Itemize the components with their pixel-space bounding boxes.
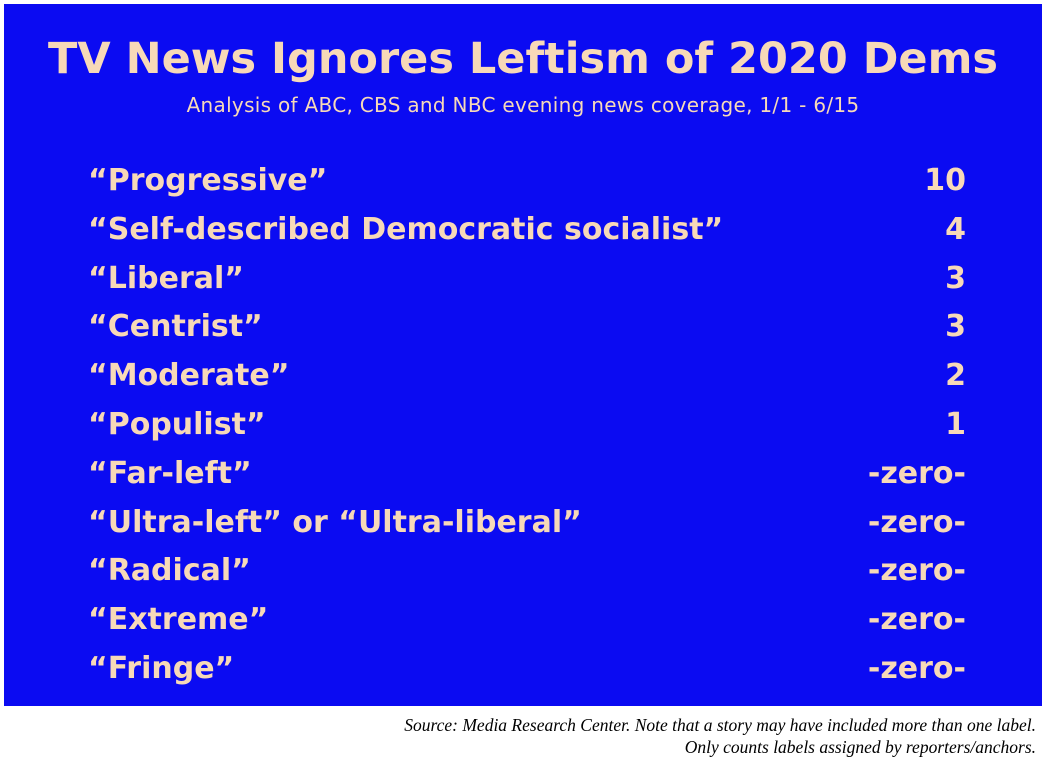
row-label: “Self-described Democratic socialist”: [88, 212, 724, 247]
row-label: “Radical”: [88, 553, 251, 588]
chart-panel: TV News Ignores Leftism of 2020 Dems Ana…: [4, 4, 1042, 706]
row-label: “Far-left”: [88, 456, 252, 491]
row-value: -zero-: [867, 602, 966, 637]
row-label: “Moderate”: [88, 358, 290, 393]
source-line-1: Source: Media Research Center. Note that…: [404, 715, 1036, 735]
row-label: “Centrist”: [88, 309, 263, 344]
row-value: 3: [945, 309, 966, 344]
row-value: 4: [945, 212, 966, 247]
row-value: 10: [924, 163, 966, 198]
row-label: “Extreme”: [88, 602, 269, 637]
row-label: “Liberal”: [88, 261, 244, 296]
data-table: “Progressive” 10 “Self-described Democrati…: [4, 4, 1042, 706]
row-value: -zero-: [867, 553, 966, 588]
row-value: 2: [945, 358, 966, 393]
source-note: Source: Media Research Center. Note that…: [404, 714, 1036, 758]
chart-title: TV News Ignores Leftism of 2020 Dems: [48, 34, 998, 84]
row-value: 1: [945, 407, 966, 442]
row-label: “Fringe”: [88, 651, 235, 686]
row-label: “Ultra-left” or “Ultra-liberal”: [88, 505, 582, 540]
chart-subtitle: Analysis of ABC, CBS and NBC evening new…: [186, 93, 860, 117]
row-value: -zero-: [867, 505, 966, 540]
row-value: -zero-: [867, 651, 966, 686]
row-value: 3: [945, 261, 966, 296]
row-label: “Populist”: [88, 407, 266, 442]
row-label: “Progressive”: [88, 163, 328, 198]
row-value: -zero-: [867, 456, 966, 491]
source-line-2: Only counts labels assigned by reporters…: [684, 737, 1036, 757]
